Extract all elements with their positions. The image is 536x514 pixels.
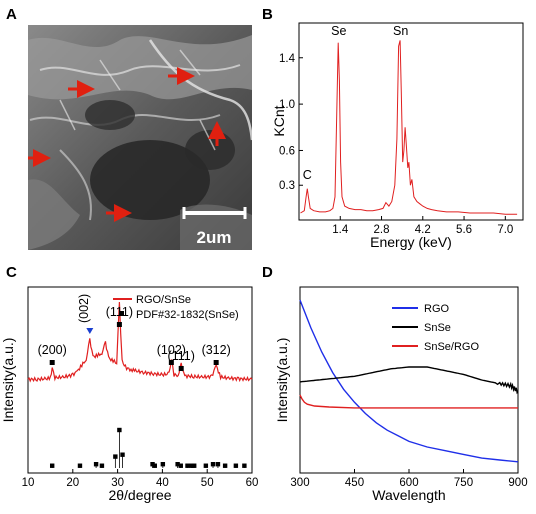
pdf-reference-marker [189,463,194,468]
legend-square-pdf [119,311,124,316]
chart-c-xtick-label: 40 [156,477,169,489]
chart-d-xtick-label: 750 [454,477,473,489]
chart-c-xtick-label: 20 [66,477,79,489]
chart-c-ylabel: Intensity(a.u.) [0,338,16,423]
chart-d-ylabel: Intensity(a.u.) [274,338,290,423]
xrd-peak-square-marker [213,360,219,365]
xrd-peak-label: (002) [77,294,91,323]
eds-peak-label: Sn [393,24,408,38]
chart-c-xtick-label: 30 [111,477,124,489]
panel-label-b: B [262,6,273,23]
pdf-reference-marker [203,463,209,468]
pdf-reference-marker [150,462,155,467]
xrd-peak-label: (200) [38,343,67,357]
series-snse-rgo-line [299,394,518,409]
chart-b-xtick-label: 5.6 [456,224,472,236]
pdf-reference-marker [175,462,180,467]
eds-peak-label: Se [331,24,346,38]
series-snse-line [299,366,519,395]
chart-b-ytick-label: 1.0 [279,99,295,111]
xrd-peak-label: (102) [157,343,186,357]
chart-b-xlabel: Energy (keV) [370,234,452,250]
legend-rgo-snse: RGO/SnSe [136,294,191,306]
xrd-peak-square-marker [178,366,184,371]
pdf-reference-marker [222,463,228,468]
chart-b-ytick-label: 1.4 [279,53,296,65]
chart-d-xtick-label: 450 [345,477,364,489]
pdf-reference-marker [113,454,118,459]
pdf-reference-marker [99,463,105,468]
chart-b-xtick-label: 2.8 [374,224,390,236]
series-rgo-line [299,299,519,463]
xrd-peak-square-marker [49,360,55,365]
chart-b-xtick-label: 7.0 [497,224,513,236]
eds-spectrum-line [300,40,518,215]
chart-c-xtick-label: 10 [22,477,35,489]
pdf-reference-marker [120,452,125,457]
panel-label-a: A [6,6,17,23]
xrd-peak-label: (312) [202,343,231,357]
pdf-reference-marker [210,462,216,467]
legend-rgo: RGO [424,303,450,315]
pdf-reference-marker [215,462,221,467]
pdf-reference-marker [185,463,190,468]
legend-pdf: PDF#32-1832(SnSe) [136,309,239,321]
pdf-reference-marker [160,462,166,467]
pdf-reference-marker [242,463,247,468]
chart-c-xlabel: 2θ/degree [108,487,171,503]
sem-arrows [28,67,226,222]
chart-d-xtick-label: 900 [508,477,527,489]
legend-snse-rgo: SnSe/RGO [424,341,479,353]
pdf-reference-marker [49,463,55,468]
pdf-reference-marker [178,463,183,468]
xrd-peak-triangle-marker [86,328,94,334]
chart-b-xtick-label: 1.4 [332,224,349,236]
xrd-peak-square-marker [168,360,174,365]
pdf-reference-marker [233,463,239,468]
chart-b: 1.4 2.8 4.2 5.6 7.0 0.3 0.6 1.0 1.4 C Se Sn Energ… [271,22,524,250]
chart-d-xtick-label: 300 [290,477,309,489]
scale-bar: 2um [182,207,247,247]
eds-peak-label: C [303,168,312,182]
chart-c-xtick-label: 60 [246,477,259,489]
chart-b-ytick-label: 0.6 [279,145,295,157]
panel-label-d: D [262,264,273,281]
chart-b-ytick-label: 0.3 [279,180,295,192]
pdf-reference-marker [93,462,99,467]
chart-c-xtick-label: 50 [201,477,214,489]
scale-bar-label: 2um [197,228,232,247]
pdf-reference-marker [117,427,122,433]
xrd-peak-label: (111) [168,349,195,363]
chart-d: 300 450 600 750 900 RGO SnSe SnSe/RGO Wavele… [274,286,528,503]
xrd-peak-square-marker [116,322,122,327]
pdf-reference-marker [192,463,197,468]
legend-snse: SnSe [424,322,451,334]
chart-b-ylabel: KCnt [271,105,287,136]
chart-b-frame [298,22,524,221]
chart-d-frame [299,286,519,474]
pdf-reference-marker [152,463,157,468]
chart-d-xlabel: Wavelength [372,487,445,503]
chart-c-frame [27,286,253,474]
chart-b-xtick-label: 4.2 [415,224,431,236]
xrd-rgo-snse-line [27,301,253,383]
chart-d-xtick-label: 600 [399,477,418,489]
pdf-reference-marker [77,463,83,468]
panel-label-c: C [6,264,17,281]
